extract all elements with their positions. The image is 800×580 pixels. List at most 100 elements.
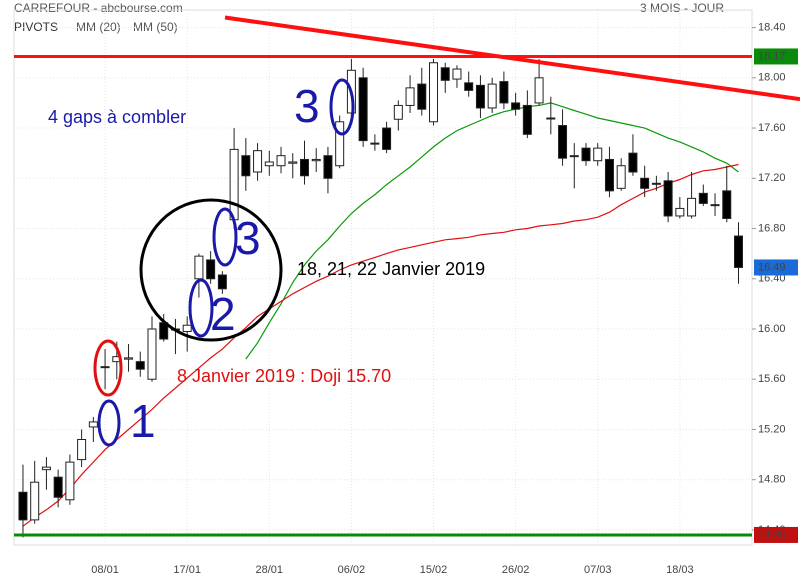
- x-tick-label: 17/01: [173, 564, 201, 576]
- y-tick-label: 18.00: [758, 72, 786, 84]
- candle-body: [534, 77, 544, 104]
- candle-body: [323, 155, 333, 179]
- trend-line: [224, 15, 800, 102]
- candle-body: [452, 68, 462, 80]
- candle-body: [147, 328, 157, 380]
- x-tick-label: 07/03: [584, 564, 612, 576]
- candle-body: [217, 274, 227, 290]
- x-tick-label: 06/02: [338, 564, 366, 576]
- candle-body: [88, 421, 98, 428]
- plot-frame: [13, 9, 753, 546]
- candle-body: [288, 161, 298, 164]
- y-tick-label: 15.60: [758, 373, 786, 385]
- annotations: 4 gaps à combler 18, 21, 22 Janvier 2019…: [48, 78, 485, 447]
- candle-body: [311, 158, 321, 162]
- candle-body: [264, 161, 274, 167]
- candle-body: [77, 439, 87, 461]
- candle-body: [393, 104, 403, 120]
- candle-body: [464, 82, 474, 91]
- price-badge: [754, 48, 798, 65]
- candle-body: [135, 361, 145, 370]
- gap-ellipse: [188, 278, 214, 338]
- y-tick-label: 18.40: [758, 21, 786, 33]
- candle-body: [299, 158, 309, 177]
- candle-body: [65, 461, 75, 501]
- candle-body: [382, 127, 392, 150]
- gap-circle: [139, 198, 283, 342]
- period: 3 MOIS - JOUR: [640, 1, 724, 15]
- candle-body: [487, 83, 497, 109]
- candle-body: [522, 104, 532, 135]
- candle-body: [358, 77, 368, 142]
- candle-body: [569, 155, 579, 158]
- candle-body: [604, 158, 614, 192]
- moving-average: [245, 102, 739, 360]
- candle-body: [194, 255, 204, 280]
- candle-body: [581, 147, 591, 162]
- x-tick-label: 15/02: [420, 564, 448, 576]
- candle-body: [335, 121, 345, 167]
- x-tick-label: 26/02: [502, 564, 530, 576]
- candle-body: [53, 476, 63, 498]
- annotation: 8 Janvier 2019 : Doji 15.70: [177, 366, 391, 386]
- candle-body: [124, 357, 134, 360]
- y-tick-label: 16.80: [758, 222, 786, 234]
- annotation: 4 gaps à combler: [48, 107, 186, 127]
- gap-number: 3: [235, 212, 261, 264]
- gap-ellipse: [212, 207, 238, 267]
- candle-body: [698, 192, 708, 204]
- price-badge-label: 14.36: [758, 529, 786, 541]
- candle-body: [241, 155, 251, 177]
- y-tick-label: 16.40: [758, 273, 786, 285]
- candle-body: [253, 150, 263, 173]
- candle-body: [628, 152, 638, 173]
- gap-number: 1: [130, 395, 156, 447]
- gap-number: 2: [210, 288, 236, 340]
- candle-body: [417, 83, 427, 110]
- candle-body: [41, 466, 51, 471]
- candle-body: [276, 155, 286, 167]
- candle-body: [100, 366, 110, 369]
- y-tick-label: 14.80: [758, 474, 786, 486]
- candle-body: [710, 204, 720, 207]
- candle-body: [663, 180, 673, 217]
- candle-body: [593, 147, 603, 162]
- doji-ellipse: [93, 339, 123, 397]
- price-badge-label: 18.17: [758, 50, 786, 62]
- candle-body: [206, 259, 216, 280]
- candle-body: [546, 117, 556, 120]
- y-tick-label: 17.60: [758, 122, 786, 134]
- candle-body: [511, 102, 521, 110]
- candle-body: [675, 207, 685, 217]
- candle-body: [733, 235, 743, 268]
- annotation: 18, 21, 22 Janvier 2019: [297, 259, 485, 279]
- candle-body: [687, 197, 697, 217]
- pivots-label: PIVOTS: [14, 20, 58, 34]
- x-tick-label: 08/01: [91, 564, 119, 576]
- gap-ellipse: [97, 399, 121, 447]
- candle-body: [499, 81, 509, 104]
- candle-body: [429, 62, 439, 123]
- price-badge: [754, 259, 798, 276]
- candle-body: [722, 190, 732, 219]
- candle-body: [182, 324, 192, 333]
- candle-body: [651, 182, 661, 185]
- x-tick-label: 18/03: [666, 564, 694, 576]
- candle-body: [229, 148, 239, 221]
- candle-body: [640, 177, 650, 189]
- y-tick-label: 16.00: [758, 323, 786, 335]
- candle-body: [405, 87, 415, 106]
- gap-number: 3: [294, 80, 320, 132]
- candle-body: [18, 491, 28, 521]
- candle-body: [616, 165, 626, 189]
- candle-body: [558, 125, 568, 159]
- chart-title: CARREFOUR - abcbourse.com: [14, 1, 183, 15]
- price-badge-label: 16.49: [758, 261, 786, 273]
- moving-average: [22, 163, 739, 527]
- price-badge: [754, 526, 798, 543]
- candle-body: [440, 67, 450, 81]
- x-tick-label: 28/01: [256, 564, 284, 576]
- candle-body: [370, 142, 380, 145]
